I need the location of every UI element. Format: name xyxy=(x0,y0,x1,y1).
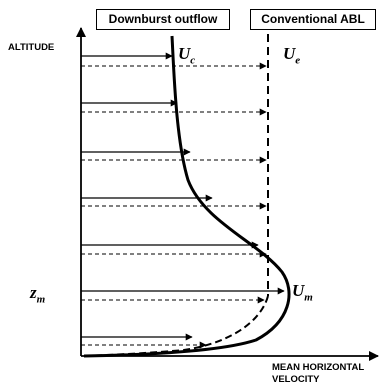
velocity-axis-label: MEAN HORIZONTAL VELOCITY xyxy=(272,362,364,386)
ue-symbol: Ue xyxy=(283,44,300,66)
abl-profile-curve xyxy=(83,295,269,357)
uc-sub: c xyxy=(190,54,196,67)
conventional-abl-label: Conventional ABL xyxy=(261,12,365,26)
velocity-axis-label-line1: MEAN HORIZONTAL xyxy=(272,362,365,373)
ue-sub: e xyxy=(295,54,301,67)
downburst-velocity-arrows xyxy=(81,52,285,341)
altitude-axis-label: ALTITUDE xyxy=(8,42,55,53)
downburst-profile-curve xyxy=(83,35,291,358)
conventional-abl-legend-box: Conventional ABL xyxy=(250,9,376,30)
downburst-outflow-label: Downburst outflow xyxy=(108,12,218,26)
zm-main: z xyxy=(30,283,37,302)
um-main: U xyxy=(292,281,305,300)
velocity-axis-label-line2: VELOCITY xyxy=(272,374,320,385)
downburst-outflow-legend-box: Downburst outflow xyxy=(96,9,230,30)
uc-main: U xyxy=(178,44,191,63)
zm-symbol: zm xyxy=(30,283,45,305)
zm-sub: m xyxy=(36,293,46,306)
ue-main: U xyxy=(283,44,296,63)
uc-symbol: Uc xyxy=(178,44,195,66)
abl-velocity-arrows xyxy=(81,62,267,349)
um-symbol: Um xyxy=(292,281,313,303)
um-sub: m xyxy=(304,291,313,304)
